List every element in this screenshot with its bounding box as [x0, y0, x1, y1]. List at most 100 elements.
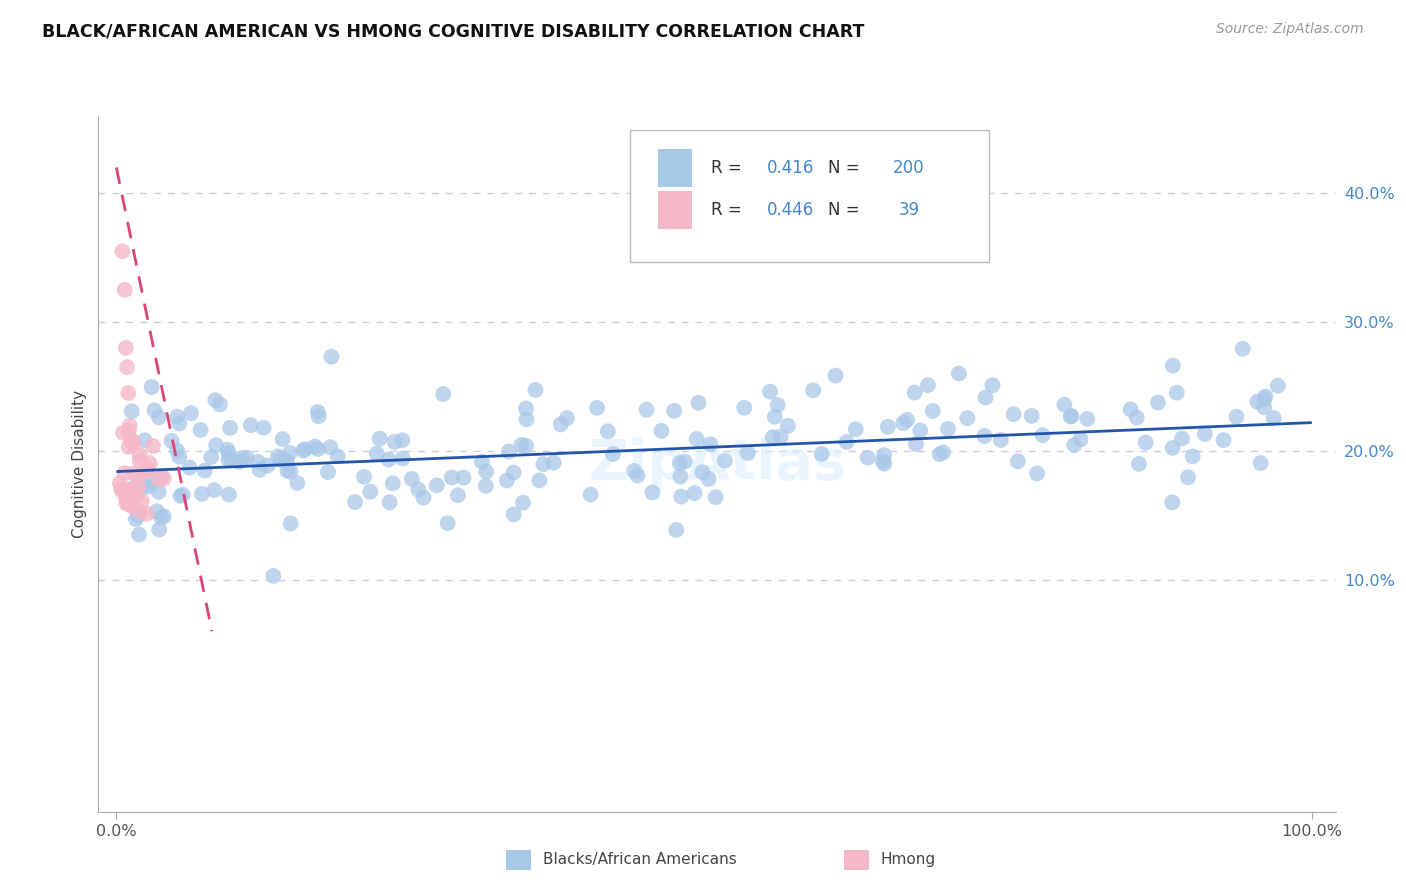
- Point: [200, 450, 222, 465]
- Point: [531, 457, 554, 471]
- Point: [121, 434, 143, 448]
- Y-axis label: Cognitive Disability: Cognitive Disability: [72, 390, 87, 538]
- Point: [115, 489, 138, 503]
- Point: [1060, 409, 1083, 424]
- Point: [148, 410, 170, 425]
- Text: Source: ZipAtlas.com: Source: ZipAtlas.com: [1216, 22, 1364, 37]
- Point: [117, 483, 139, 498]
- Point: [384, 434, 406, 449]
- Point: [1007, 454, 1029, 468]
- Bar: [658, 149, 692, 187]
- Point: [510, 438, 533, 452]
- Point: [873, 448, 896, 462]
- Point: [134, 434, 156, 448]
- Point: [1026, 467, 1049, 481]
- Point: [391, 451, 413, 466]
- Point: [191, 487, 214, 501]
- Point: [166, 409, 188, 424]
- Point: [150, 469, 173, 483]
- Point: [928, 447, 950, 461]
- Point: [1166, 385, 1188, 400]
- Bar: [658, 191, 692, 229]
- Point: [326, 450, 349, 464]
- Point: [122, 480, 145, 494]
- Point: [1250, 456, 1272, 470]
- Point: [180, 406, 202, 420]
- Point: [129, 505, 152, 519]
- Point: [496, 474, 519, 488]
- Point: [512, 496, 534, 510]
- Point: [307, 405, 329, 419]
- Point: [307, 442, 329, 456]
- Point: [285, 476, 308, 491]
- Point: [762, 430, 785, 444]
- Point: [262, 569, 284, 583]
- Point: [115, 496, 138, 510]
- Point: [172, 488, 194, 502]
- Point: [127, 470, 149, 484]
- Point: [515, 401, 537, 416]
- Point: [436, 516, 458, 530]
- Point: [776, 418, 799, 433]
- Point: [835, 434, 858, 449]
- Point: [114, 283, 136, 297]
- Point: [917, 378, 939, 392]
- Point: [125, 489, 148, 503]
- Point: [665, 523, 688, 537]
- Point: [125, 512, 148, 526]
- Point: [1063, 438, 1085, 452]
- Point: [1225, 409, 1247, 424]
- Point: [115, 360, 138, 375]
- Point: [440, 470, 463, 484]
- Point: [432, 387, 454, 401]
- Point: [316, 465, 339, 479]
- Point: [626, 468, 648, 483]
- Point: [111, 244, 134, 259]
- Point: [252, 421, 274, 435]
- Point: [1263, 411, 1285, 425]
- Point: [990, 433, 1012, 447]
- Point: [1181, 450, 1204, 464]
- Point: [111, 425, 134, 440]
- Point: [143, 403, 166, 417]
- Point: [368, 432, 391, 446]
- Point: [276, 464, 298, 478]
- Point: [872, 454, 894, 468]
- Point: [974, 391, 997, 405]
- Point: [112, 485, 135, 500]
- Point: [1076, 412, 1098, 426]
- Point: [121, 404, 143, 418]
- FancyBboxPatch shape: [630, 130, 990, 262]
- Point: [683, 486, 706, 500]
- Point: [205, 438, 228, 452]
- Point: [118, 418, 141, 433]
- Point: [280, 465, 302, 479]
- Point: [150, 510, 173, 524]
- Point: [353, 470, 375, 484]
- Point: [378, 495, 401, 509]
- Point: [190, 423, 212, 437]
- Point: [114, 466, 136, 480]
- Point: [217, 442, 239, 457]
- Point: [856, 450, 879, 465]
- Point: [733, 401, 755, 415]
- Point: [550, 417, 572, 432]
- Point: [1161, 359, 1184, 373]
- Point: [515, 412, 537, 426]
- Point: [824, 368, 846, 383]
- Point: [148, 523, 170, 537]
- Point: [810, 447, 832, 461]
- Point: [524, 383, 547, 397]
- Point: [1032, 428, 1054, 442]
- Point: [166, 443, 188, 458]
- Point: [366, 447, 388, 461]
- Point: [381, 476, 404, 491]
- Point: [219, 450, 242, 465]
- Point: [636, 402, 658, 417]
- Point: [1253, 392, 1275, 406]
- Point: [141, 380, 163, 394]
- Point: [845, 422, 868, 436]
- Point: [179, 460, 201, 475]
- Point: [359, 484, 381, 499]
- Point: [668, 456, 690, 470]
